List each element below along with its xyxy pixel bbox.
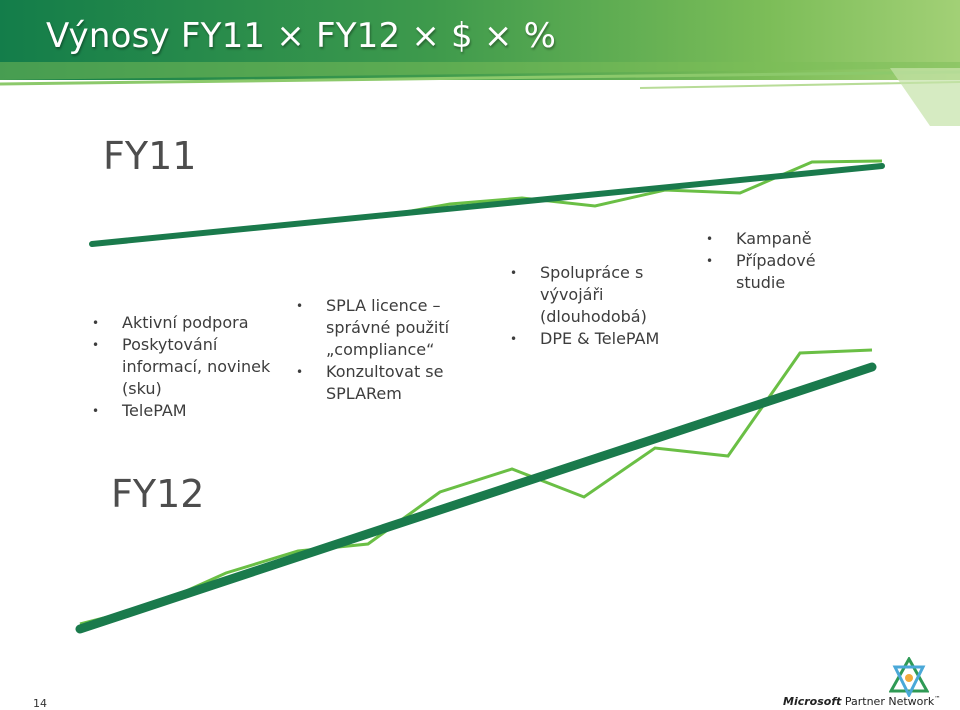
bullet-item: TelePAM [92, 400, 272, 422]
bullet-item: Případové studie [706, 250, 856, 294]
bullet-item: Poskytování informací, novinek (sku) [92, 334, 272, 400]
fy11-trend-line [89, 163, 885, 247]
bullet-item: DPE & TelePAM [510, 328, 700, 350]
bullet-item: Aktivní podpora [92, 312, 272, 334]
bullet-list-2: SPLA licence – správné použití „complian… [296, 295, 486, 405]
bullet-item: Kampaně [706, 228, 856, 250]
fy12-trend-line [75, 362, 877, 634]
logo-trademark: ™ [934, 695, 941, 703]
bullet-list-4: Kampaně Případové studie [706, 228, 856, 294]
fy12-actual-line [79, 348, 873, 626]
bullet-list-1: Aktivní podpora Poskytování informací, n… [92, 312, 272, 422]
page-number: 14 [33, 697, 47, 710]
bullet-item: SPLA licence – správné použití „complian… [296, 295, 486, 361]
fy12-label: FY12 [111, 472, 205, 516]
bullet-item: Spolupráce s vývojáři (dlouhodobá) [510, 262, 700, 328]
bullet-list-3: Spolupráce s vývojáři (dlouhodobá) DPE &… [510, 262, 700, 350]
partner-network-wordmark: Microsoft Partner Network™ [783, 695, 940, 708]
logo-suffix: Partner Network [844, 695, 935, 708]
partner-network-logo-icon [889, 657, 929, 697]
bullet-item: Konzultovat se SPLARem [296, 361, 486, 405]
header-swoosh-decoration [0, 62, 960, 126]
slide-title: Výnosy FY11 × FY12 × $ × % [46, 16, 557, 56]
fy11-label: FY11 [103, 134, 197, 178]
logo-brand: Microsoft [783, 695, 842, 708]
